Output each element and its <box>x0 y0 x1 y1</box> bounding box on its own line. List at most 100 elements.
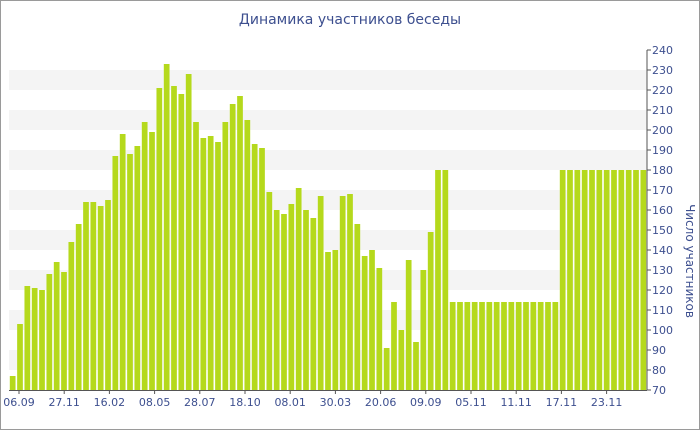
bar <box>361 256 368 390</box>
bar <box>141 122 148 390</box>
grid-band <box>9 70 647 90</box>
bar <box>369 250 375 390</box>
bar <box>119 134 126 390</box>
y-tick-label: 190 <box>652 144 673 157</box>
bar <box>215 142 221 390</box>
bar <box>405 260 412 390</box>
bar <box>479 302 485 390</box>
x-tick-label: 30.03 <box>320 396 352 409</box>
y-tick-label: 80 <box>652 364 666 377</box>
x-tick-label: 16.02 <box>94 396 126 409</box>
bar <box>464 302 471 390</box>
bar <box>508 302 515 390</box>
y-tick-label: 160 <box>652 204 673 217</box>
bar <box>149 132 155 390</box>
y-tick-label: 240 <box>652 44 673 57</box>
bar <box>31 288 38 390</box>
bar <box>273 210 280 390</box>
bar <box>53 262 60 390</box>
bar <box>523 302 529 390</box>
bar <box>486 302 493 390</box>
bar <box>625 170 632 390</box>
axes <box>9 50 648 391</box>
bar <box>288 204 295 390</box>
bar <box>545 302 551 390</box>
y-axis-label: Число участников <box>683 204 697 318</box>
bar <box>640 170 647 390</box>
y-tick-label: 210 <box>652 104 673 117</box>
bar <box>90 202 97 390</box>
bar <box>39 290 45 390</box>
bar <box>68 242 75 390</box>
bar <box>537 302 544 390</box>
y-tick-label: 200 <box>652 124 673 137</box>
x-tick-label: 18.10 <box>229 396 261 409</box>
bar <box>413 342 419 390</box>
grid-band <box>9 190 647 210</box>
bar <box>259 148 265 390</box>
y-tick-label: 100 <box>652 324 673 337</box>
bar <box>156 88 163 390</box>
y-tick-label: 220 <box>652 84 673 97</box>
bar <box>266 192 273 390</box>
bar <box>589 170 595 390</box>
x-tick-label: 06.09 <box>3 396 35 409</box>
y-tick-label: 140 <box>652 244 673 257</box>
bar <box>185 74 192 390</box>
bar <box>97 206 104 390</box>
bar <box>515 302 522 390</box>
y-tick-label: 180 <box>652 164 673 177</box>
bar <box>46 274 53 390</box>
bar <box>611 170 617 390</box>
y-tick-label: 120 <box>652 284 673 297</box>
bar <box>317 196 324 390</box>
y-tick-label: 70 <box>652 384 666 397</box>
bar <box>24 286 31 390</box>
bar <box>112 156 119 390</box>
bar <box>603 170 610 390</box>
bar <box>567 170 573 390</box>
bar <box>295 188 302 390</box>
x-tick-label: 11.11 <box>500 396 532 409</box>
x-tick-label: 20.06 <box>365 396 397 409</box>
bar <box>354 224 361 390</box>
bar <box>200 138 207 390</box>
bar <box>251 144 258 390</box>
bar <box>449 302 456 390</box>
bar <box>347 194 353 390</box>
bar <box>222 122 229 390</box>
bar <box>229 104 236 390</box>
x-tick-label: 08.01 <box>274 396 306 409</box>
bar-series <box>9 64 647 390</box>
bar <box>193 122 199 390</box>
x-tick-label: 17.11 <box>546 396 578 409</box>
bar <box>171 86 177 390</box>
grid-band <box>9 110 647 130</box>
bar <box>339 196 346 390</box>
x-tick-label: 27.11 <box>48 396 80 409</box>
bar <box>435 170 441 390</box>
x-tick-label: 23.11 <box>591 396 623 409</box>
bar <box>127 154 133 390</box>
x-tick-label: 08.05 <box>139 396 171 409</box>
bar <box>427 232 434 390</box>
bar <box>105 200 111 390</box>
bar <box>9 376 16 390</box>
bar <box>134 146 141 390</box>
bar <box>376 268 383 390</box>
bar <box>398 330 405 390</box>
y-tick-label: 130 <box>652 264 673 277</box>
x-tick-label: 05.11 <box>455 396 487 409</box>
grid-band <box>9 150 647 170</box>
bar <box>332 250 339 390</box>
bar <box>559 170 566 390</box>
y-tick-label: 90 <box>652 344 666 357</box>
bar <box>17 324 23 390</box>
bar <box>596 170 603 390</box>
bar <box>310 218 317 390</box>
chart-title: Динамика участников беседы <box>238 12 462 28</box>
bar <box>75 224 82 390</box>
bar <box>237 96 243 390</box>
bar <box>391 302 397 390</box>
